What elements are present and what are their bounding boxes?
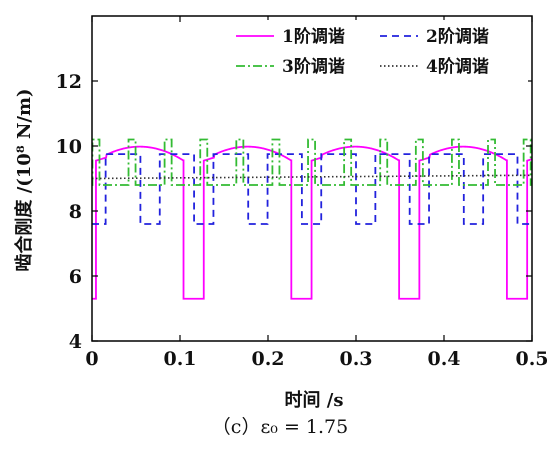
y-axis-title: 啮合刚度 /(10⁸ N/m) bbox=[13, 88, 35, 271]
y-tick-label: 6 bbox=[69, 266, 82, 288]
stiffness-chart: 0 0.1 0.2 0.3 0.4 0.5 4 6 8 10 12 时间 /s 啮合刚度 /(10⁸… bbox=[13, 15, 549, 410]
y-tick-label: 12 bbox=[56, 71, 82, 93]
x-tick-label: 0.1 bbox=[163, 348, 196, 370]
x-tick-label: 0.2 bbox=[251, 348, 284, 370]
y-tick-label: 10 bbox=[56, 136, 82, 158]
legend-label-3: 3阶调谐 bbox=[282, 56, 345, 77]
x-tick-label: 0.5 bbox=[515, 348, 548, 370]
legend-box bbox=[228, 20, 528, 84]
legend-label-4: 4阶调谐 bbox=[426, 56, 489, 77]
y-tick-label: 4 bbox=[69, 331, 82, 353]
x-tick-label: 0.4 bbox=[427, 348, 460, 370]
x-tick-label: 0 bbox=[85, 348, 98, 370]
plot-frame bbox=[91, 15, 533, 342]
series-line-3 bbox=[91, 138, 532, 186]
x-tick-label: 0.3 bbox=[339, 348, 372, 370]
axis-ticks: 0 0.1 0.2 0.3 0.4 0.5 4 6 8 10 12 bbox=[56, 16, 549, 370]
x-axis-title: 时间 /s bbox=[285, 390, 344, 410]
series-line-4 bbox=[92, 174, 532, 180]
legend-label-1: 1阶调谐 bbox=[282, 26, 345, 47]
legend: 1阶调谐 3阶调谐 2阶调谐 4阶调谐 bbox=[228, 20, 528, 84]
series-lines bbox=[91, 138, 533, 300]
series-line-1 bbox=[92, 145, 533, 300]
legend-label-2: 2阶调谐 bbox=[426, 26, 489, 47]
figure-caption: （c）ε₀ = 1.75 bbox=[211, 416, 349, 438]
y-tick-label: 8 bbox=[69, 201, 82, 223]
